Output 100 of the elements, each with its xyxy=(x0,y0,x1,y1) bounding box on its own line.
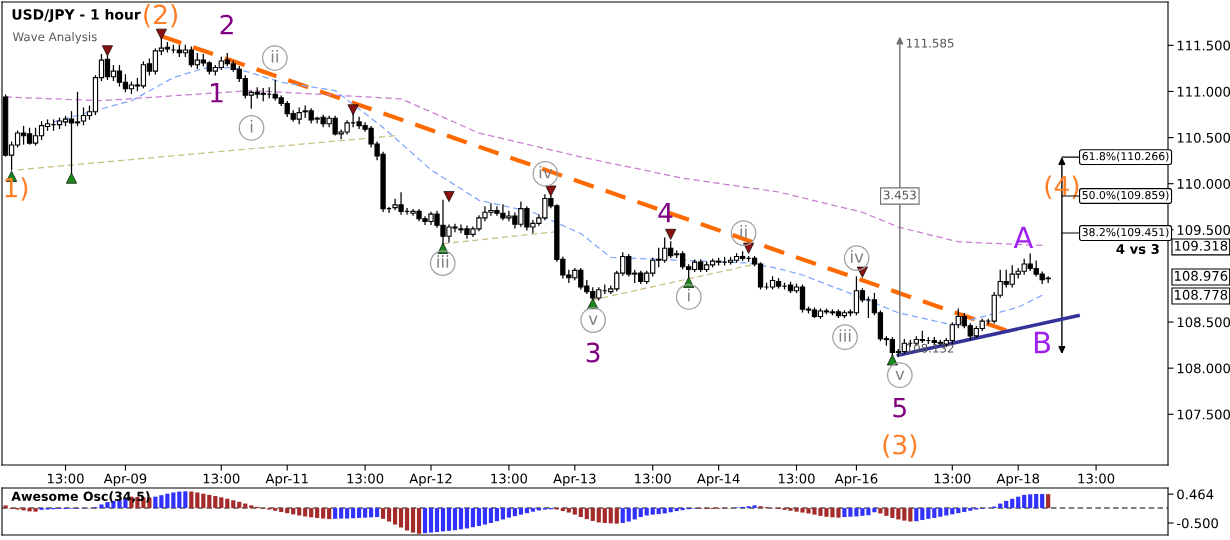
bar xyxy=(195,492,200,509)
bar xyxy=(644,508,649,516)
annotation: iv xyxy=(851,249,864,263)
bar xyxy=(291,508,296,515)
bar xyxy=(1010,498,1015,509)
bar xyxy=(410,508,416,533)
bar xyxy=(1040,493,1045,509)
bar xyxy=(908,508,913,522)
bar xyxy=(422,508,428,534)
bar xyxy=(1004,500,1009,509)
bar xyxy=(327,508,332,520)
chart-title: Awesome Osc(34,5) xyxy=(11,491,150,503)
bar xyxy=(944,508,949,516)
bar xyxy=(932,508,937,518)
bar xyxy=(225,498,230,509)
annotation: A xyxy=(1013,226,1034,249)
bar xyxy=(956,508,961,514)
bar xyxy=(428,508,434,533)
bar xyxy=(3,505,8,509)
text: 108.976 xyxy=(1175,270,1228,281)
y-tick-label: 110.000 xyxy=(1177,178,1230,189)
bar xyxy=(938,508,943,517)
bar xyxy=(962,508,967,512)
bar xyxy=(273,508,278,511)
y-tick-label: 111.500 xyxy=(1177,40,1230,51)
bar xyxy=(1022,494,1027,509)
x-tick-label: Apr-14 xyxy=(696,473,740,487)
bar xyxy=(351,508,356,519)
bar xyxy=(303,508,308,517)
bar xyxy=(614,508,619,524)
annotation: (3) xyxy=(883,434,917,458)
bar xyxy=(231,500,236,509)
text: 108.778 xyxy=(1175,289,1228,300)
bar xyxy=(369,508,374,518)
bar xyxy=(500,508,506,520)
bar xyxy=(398,508,404,528)
y-tick-label: 111.000 xyxy=(1177,86,1230,97)
bar xyxy=(404,508,410,531)
bar xyxy=(632,508,637,520)
y-tick-label: 0.464 xyxy=(1177,489,1214,500)
bar xyxy=(476,508,482,527)
bar xyxy=(386,508,392,522)
bar xyxy=(165,493,170,509)
bar xyxy=(392,508,398,525)
x-tick-label: Apr-16 xyxy=(834,473,878,487)
annotation: 1) xyxy=(5,177,28,201)
annotation: 111.585 xyxy=(906,38,954,48)
bar xyxy=(237,501,242,509)
bar xyxy=(315,508,320,518)
annotation: (2) xyxy=(144,4,177,28)
x-tick-label: Apr-12 xyxy=(409,473,452,487)
text: 109.318 xyxy=(1175,240,1228,251)
bar xyxy=(219,497,224,509)
bar xyxy=(518,508,523,515)
bar xyxy=(494,508,500,522)
x-tick-label: 13:00 xyxy=(47,473,84,484)
bar xyxy=(458,508,464,530)
bar xyxy=(488,508,494,524)
bar xyxy=(279,508,284,512)
annotation: 38.2%(109.451) xyxy=(1082,227,1169,238)
annotation: ii xyxy=(740,224,747,238)
bar xyxy=(213,496,218,509)
bar xyxy=(285,508,290,514)
bar xyxy=(608,508,613,524)
y-tick-label: 108.500 xyxy=(1177,317,1230,328)
x-tick-label: 13:00 xyxy=(491,473,528,484)
y-tick-label: 107.500 xyxy=(1177,409,1230,420)
x-tick-label: Apr-09 xyxy=(103,473,147,487)
annotation: i xyxy=(688,288,690,302)
bar xyxy=(566,508,571,513)
bar xyxy=(920,508,925,521)
bar xyxy=(446,508,452,531)
bar xyxy=(363,508,368,518)
annotation: v xyxy=(895,370,905,380)
annotation: 1 xyxy=(211,83,223,103)
annotation: 5 xyxy=(893,397,906,418)
bar xyxy=(896,508,901,520)
bar xyxy=(578,508,583,518)
bar xyxy=(524,508,529,514)
bar xyxy=(345,508,350,519)
bar xyxy=(357,508,362,518)
bar xyxy=(177,491,182,509)
x-tick-label: 13:00 xyxy=(934,473,971,484)
bar xyxy=(470,508,476,528)
bar xyxy=(968,508,973,511)
bar xyxy=(1016,496,1021,509)
bar xyxy=(596,508,601,523)
bar xyxy=(890,508,895,518)
bar xyxy=(620,508,625,524)
annotation: 4 xyxy=(658,203,673,223)
bar xyxy=(674,508,679,512)
bar xyxy=(482,508,488,525)
x-tick-label: 13:00 xyxy=(778,473,815,484)
bar xyxy=(506,508,511,518)
bar xyxy=(321,508,326,519)
annotation: v xyxy=(588,315,598,325)
bar xyxy=(339,508,344,519)
annotation: 50.0%(109.859) xyxy=(1082,190,1169,201)
chart-title: USD/JPY - 1 hour xyxy=(12,8,141,23)
y-tick-label: 109.500 xyxy=(1177,225,1230,236)
